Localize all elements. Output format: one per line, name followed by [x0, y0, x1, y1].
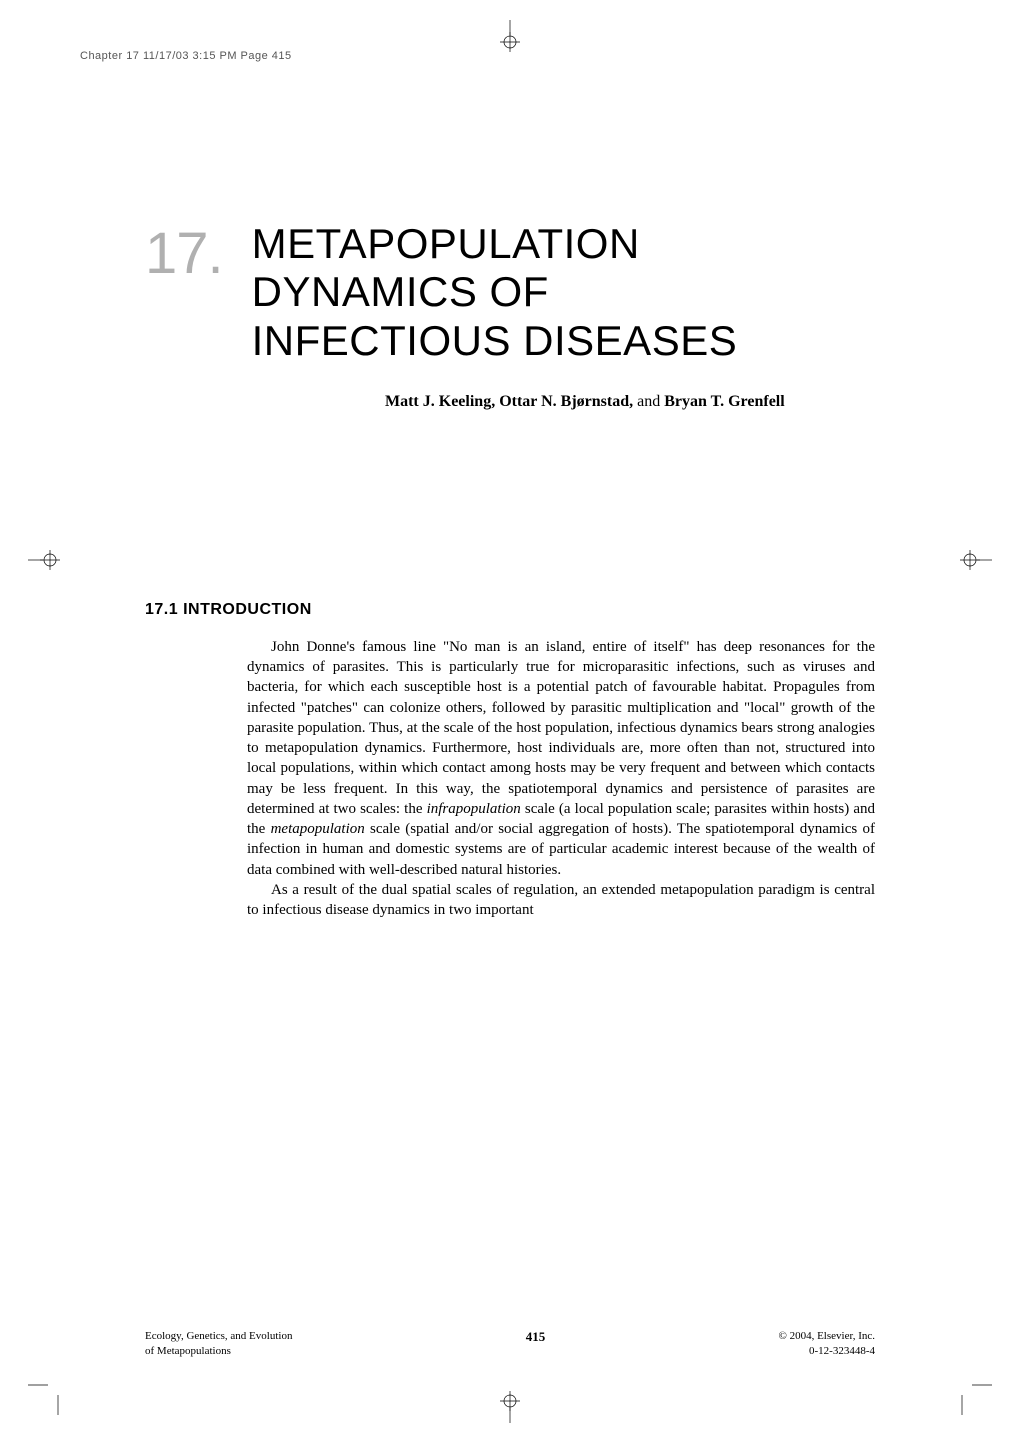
chapter-title-line1: METAPOPULATION — [252, 220, 640, 267]
crop-mark-bottom — [490, 1383, 530, 1423]
author-2: Ottar N. Bjørnstad, — [499, 393, 633, 410]
footer-book-title-1: Ecology, Genetics, and Evolution — [145, 1330, 292, 1342]
authors-line: Matt J. Keeling, Ottar N. Bjørnstad, and… — [385, 393, 875, 411]
section-heading: 17.1 INTRODUCTION — [145, 601, 875, 619]
crop-mark-right — [952, 540, 992, 580]
authors-conjunction: and — [637, 393, 664, 410]
crop-mark-bottom-left — [28, 1365, 78, 1415]
paragraph-1: John Donne's famous line "No man is an i… — [247, 637, 875, 880]
chapter-title-line2: DYNAMICS OF — [252, 268, 549, 315]
footer-right: © 2004, Elsevier, Inc. 0-12-323448-4 — [778, 1329, 875, 1358]
crop-mark-left — [28, 540, 68, 580]
author-1: Matt J. Keeling, — [385, 393, 495, 410]
paragraph-2: As a result of the dual spatial scales o… — [247, 880, 875, 921]
footer-book-title-2: of Metapopulations — [145, 1345, 231, 1357]
page-footer: Ecology, Genetics, and Evolution of Meta… — [145, 1329, 875, 1358]
chapter-title: METAPOPULATION DYNAMICS OF INFECTIOUS DI… — [252, 220, 738, 365]
author-3: Bryan T. Grenfell — [664, 393, 784, 410]
chapter-title-line3: INFECTIOUS DISEASES — [252, 317, 738, 364]
chapter-number: 17. — [145, 221, 223, 286]
page-content: 17. METAPOPULATION DYNAMICS OF INFECTIOU… — [145, 220, 875, 920]
crop-mark-bottom-right — [942, 1365, 992, 1415]
crop-mark-top — [490, 20, 530, 60]
running-header: Chapter 17 11/17/03 3:15 PM Page 415 — [80, 50, 292, 62]
chapter-heading-block: 17. METAPOPULATION DYNAMICS OF INFECTIOU… — [145, 220, 875, 365]
page-number: 415 — [526, 1329, 546, 1345]
footer-left: Ecology, Genetics, and Evolution of Meta… — [145, 1329, 292, 1358]
body-text: John Donne's famous line "No man is an i… — [247, 637, 875, 921]
copyright: © 2004, Elsevier, Inc. — [778, 1330, 875, 1342]
italic-metapopulation: metapopulation — [271, 821, 365, 837]
isbn: 0-12-323448-4 — [809, 1345, 875, 1357]
italic-infrapopulation: infrapopulation — [427, 801, 521, 817]
